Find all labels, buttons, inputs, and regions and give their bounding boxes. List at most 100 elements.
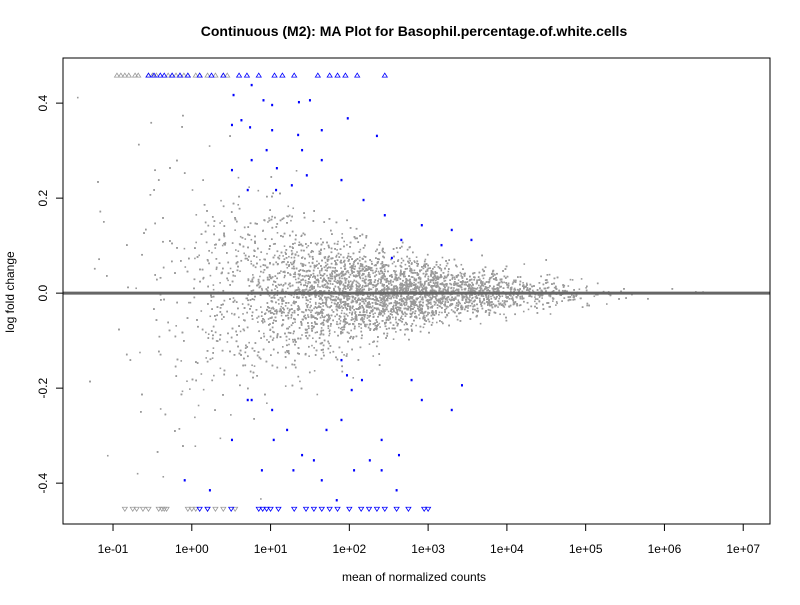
point <box>308 261 310 264</box>
point <box>490 295 492 298</box>
point <box>513 279 515 282</box>
point <box>212 288 215 291</box>
point <box>456 265 458 268</box>
point <box>393 261 395 263</box>
point <box>301 334 303 336</box>
point <box>471 281 473 284</box>
point <box>304 331 307 334</box>
point <box>391 308 394 311</box>
point <box>380 280 382 283</box>
point <box>353 320 356 323</box>
point <box>486 289 488 292</box>
point <box>266 339 268 341</box>
point <box>262 230 264 232</box>
point <box>136 472 139 475</box>
point <box>329 351 331 354</box>
point <box>332 295 335 298</box>
point <box>358 308 361 310</box>
point <box>159 408 162 410</box>
point <box>268 217 270 219</box>
point <box>428 312 431 314</box>
point <box>440 269 443 272</box>
point <box>522 281 524 284</box>
point <box>498 290 500 292</box>
point <box>266 252 268 255</box>
point <box>284 305 287 307</box>
point <box>391 313 393 316</box>
point <box>274 288 276 290</box>
point <box>421 286 424 289</box>
point <box>419 270 421 273</box>
point <box>183 247 186 250</box>
point <box>363 320 365 323</box>
point <box>490 298 493 300</box>
point <box>343 265 345 268</box>
point <box>580 278 583 280</box>
point <box>476 287 479 289</box>
point <box>349 323 351 325</box>
point <box>280 314 283 317</box>
point <box>454 289 457 292</box>
point <box>184 266 187 268</box>
point <box>488 286 490 289</box>
point <box>261 289 263 291</box>
point <box>411 282 413 285</box>
point <box>283 276 286 279</box>
point <box>209 315 212 318</box>
point <box>316 323 319 325</box>
point <box>272 306 274 309</box>
point <box>211 251 213 254</box>
point <box>413 260 416 262</box>
point <box>311 276 314 278</box>
point <box>340 302 342 305</box>
point <box>328 329 331 332</box>
point <box>375 299 377 301</box>
point <box>527 308 530 311</box>
point <box>290 256 293 259</box>
point <box>363 318 365 320</box>
point <box>246 257 248 260</box>
point <box>335 323 338 325</box>
point <box>541 297 543 299</box>
point <box>335 281 338 283</box>
point <box>329 283 332 285</box>
point <box>578 288 581 291</box>
point <box>461 288 463 291</box>
point <box>334 315 336 318</box>
point <box>571 294 573 296</box>
point <box>395 279 398 282</box>
point <box>334 290 337 293</box>
point <box>358 282 360 285</box>
point <box>513 288 515 291</box>
point <box>273 254 276 257</box>
point <box>439 264 442 266</box>
point <box>332 266 334 269</box>
point <box>340 262 343 264</box>
point <box>162 475 165 478</box>
point <box>362 284 364 287</box>
point <box>327 286 330 289</box>
point <box>188 301 190 304</box>
point <box>359 284 361 286</box>
point <box>251 364 253 367</box>
point <box>455 298 457 300</box>
point <box>296 296 298 299</box>
point <box>328 332 331 335</box>
point <box>304 289 306 291</box>
point <box>255 256 258 258</box>
point <box>424 266 427 268</box>
point <box>370 260 373 263</box>
point <box>253 365 256 367</box>
point <box>521 296 524 299</box>
point <box>362 300 365 303</box>
point <box>443 297 445 300</box>
point <box>271 276 274 278</box>
point <box>348 296 351 298</box>
point <box>259 306 262 308</box>
point <box>317 267 319 270</box>
point <box>194 445 197 447</box>
point <box>269 262 271 265</box>
point <box>511 283 514 285</box>
point <box>200 373 203 375</box>
point <box>316 393 319 396</box>
